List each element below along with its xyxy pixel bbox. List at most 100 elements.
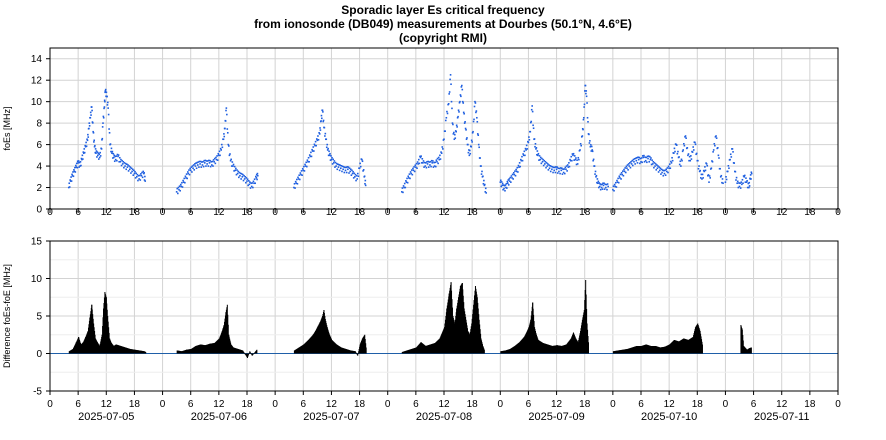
foes-point [510,175,513,177]
foes-point [67,186,70,189]
foes-point [473,118,475,121]
foes-point [203,159,205,162]
foes-point [357,175,360,178]
foes-point [108,131,111,134]
foes-point [598,182,601,184]
foes-point [104,90,107,92]
foes-point [649,158,652,161]
foes-point [518,166,520,168]
foes-point [356,178,359,180]
foes-point [578,149,581,152]
foes-point [359,165,362,168]
foes-point [745,177,747,179]
foes-point [237,170,240,173]
foes-point [404,186,407,189]
foes-point [94,148,97,150]
foes-point [585,90,588,92]
foes-point [658,166,660,168]
difference-bar [365,347,367,354]
foes-point [612,185,615,187]
foes-point [128,168,131,171]
foes-point [568,162,570,164]
foes-point [422,160,425,162]
foes-point [640,157,643,159]
foes-point [614,181,617,184]
foes-point [697,167,700,170]
foes-point [741,183,743,186]
foes-point [433,165,436,167]
foes-point [629,162,631,164]
foes-point [141,176,144,179]
foes-point [647,157,649,160]
foes-point [199,160,202,163]
foes-point [508,178,510,180]
foes-point [352,177,355,179]
foes-point [198,160,201,163]
foes-point [70,180,73,182]
foes-point [71,173,73,176]
chart-title: Sporadic layer Es critical frequency [341,3,545,17]
foes-point [341,170,343,173]
foes-point [338,169,341,172]
foes-point [309,155,312,158]
foes-point [735,179,737,181]
foes-point [617,177,619,180]
foes-point [116,153,119,156]
foes-point [692,146,694,148]
foes-point [415,166,417,168]
foes-point [338,163,340,166]
foes-point [99,151,101,154]
foes-point [546,165,548,167]
foes-point [725,176,727,178]
y-tick-label: 5 [36,312,42,323]
foes-point [736,182,738,185]
foes-point [301,167,304,170]
foes-point [321,117,323,120]
foes-point [690,155,692,157]
foes-point [122,160,125,163]
foes-point [600,186,603,189]
foes-point [499,181,502,183]
foes-point [576,163,579,165]
foes-point [213,157,216,160]
foes-point [238,171,241,174]
foes-point [97,158,100,160]
foes-point [405,181,408,183]
foes-point [314,144,316,147]
foes-point [450,83,452,86]
foes-point [595,176,597,178]
foes-point [91,109,93,112]
foes-point [108,128,110,130]
foes-point [645,156,648,159]
foes-point [315,144,317,147]
foes-point [733,162,736,164]
foes-point [354,173,357,176]
foes-point [605,186,607,189]
foes-point [691,151,694,153]
foes-point [599,188,602,191]
foes-point [80,157,83,160]
foes-point [685,137,687,139]
foes-point [730,156,733,158]
foes-point [196,164,199,166]
foes-point [712,151,714,153]
foes-point [539,158,541,161]
foes-point [653,162,656,164]
y-axis-label: foEs [MHz] [2,106,12,150]
foes-point [215,156,217,159]
foes-point [739,182,741,185]
foes-point [482,182,485,185]
foes-point [688,155,691,158]
foes-point [566,164,569,166]
foes-point [430,159,433,162]
foes-point [728,167,730,170]
foes-point [193,169,196,171]
foes-point [138,178,140,180]
foes-point [666,167,669,169]
foes-point [590,150,593,152]
foes-point [464,120,466,123]
foes-point [461,100,464,103]
foes-point [104,100,106,103]
foes-point [644,159,647,162]
foes-point [668,167,670,170]
